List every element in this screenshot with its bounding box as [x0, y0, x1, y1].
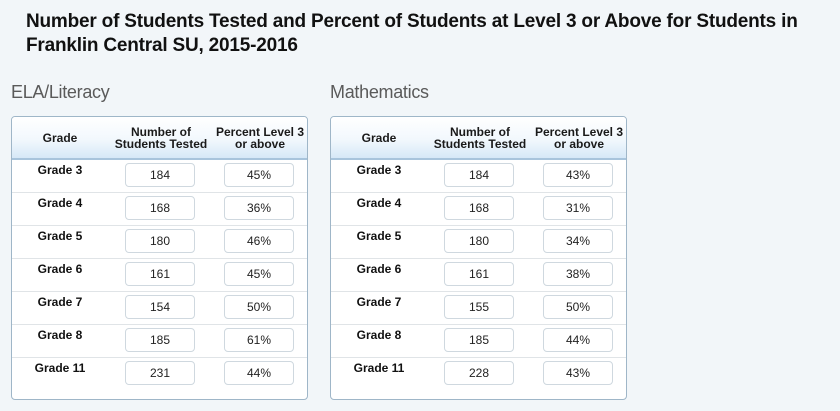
percent-level3-column-header: Percent Level 3 or above — [215, 124, 305, 151]
percent-level3-value: 50% — [543, 295, 613, 319]
grade-label: Grade 3 — [356, 163, 402, 177]
ela-table: Grade Number of Students Tested Percent L… — [11, 116, 308, 400]
students-tested-value: 180 — [444, 229, 514, 253]
percent-level3-value: 34% — [543, 229, 613, 253]
grade-label: Grade 7 — [356, 295, 402, 309]
grade-label: Grade 8 — [356, 328, 402, 342]
table-row: Grade 7 155 50% — [331, 292, 626, 325]
table-body: Grade 3 184 43% Grade 4 168 31% Grade 5 … — [331, 160, 626, 391]
students-tested-value: 168 — [125, 196, 195, 220]
table-row: Grade 4 168 36% — [12, 193, 307, 226]
students-tested-value: 180 — [125, 229, 195, 253]
grade-label: Grade 6 — [356, 262, 402, 276]
percent-level3-value: 44% — [224, 361, 294, 385]
grade-label: Grade 3 — [37, 163, 83, 177]
page-title: Number of Students Tested and Percent of… — [26, 11, 798, 56]
table-row: Grade 3 184 45% — [12, 160, 307, 193]
percent-level3-value: 61% — [224, 328, 294, 352]
grade-column-header: Grade — [42, 130, 78, 145]
table-row: Grade 8 185 44% — [331, 325, 626, 358]
percent-level3-value: 44% — [543, 328, 613, 352]
table-row: Grade 11 231 44% — [12, 358, 307, 391]
grade-label: Grade 11 — [353, 361, 405, 375]
students-tested-value: 231 — [125, 361, 195, 385]
grade-label: Grade 7 — [37, 295, 83, 309]
table-row: Grade 6 161 45% — [12, 259, 307, 292]
students-tested-value: 161 — [444, 262, 514, 286]
table-row: Grade 6 161 38% — [331, 259, 626, 292]
percent-level3-value: 45% — [224, 163, 294, 187]
table-row: Grade 5 180 34% — [331, 226, 626, 259]
table-body: Grade 3 184 45% Grade 4 168 36% Grade 5 … — [12, 160, 307, 391]
percent-level3-value: 46% — [224, 229, 294, 253]
table-row: Grade 3 184 43% — [331, 160, 626, 193]
table-header: Grade Number of Students Tested Percent L… — [331, 117, 626, 160]
grade-label: Grade 4 — [356, 196, 402, 210]
grade-column-header: Grade — [361, 130, 397, 145]
grade-label: Grade 8 — [37, 328, 83, 342]
students-tested-value: 184 — [444, 163, 514, 187]
table-header: Grade Number of Students Tested Percent L… — [12, 117, 307, 160]
math-section-label: Mathematics — [330, 82, 429, 102]
grade-label: Grade 6 — [37, 262, 83, 276]
students-tested-value: 155 — [444, 295, 514, 319]
percent-level3-value: 43% — [543, 163, 613, 187]
students-tested-value: 185 — [125, 328, 195, 352]
grade-label: Grade 5 — [356, 229, 402, 243]
ela-section-label: ELA/Literacy — [11, 82, 110, 102]
percent-level3-column-header: Percent Level 3 or above — [534, 124, 624, 151]
table-row: Grade 8 185 61% — [12, 325, 307, 358]
table-row: Grade 4 168 31% — [331, 193, 626, 226]
students-tested-value: 184 — [125, 163, 195, 187]
math-table: Grade Number of Students Tested Percent L… — [330, 116, 627, 400]
percent-level3-value: 38% — [543, 262, 613, 286]
students-tested-value: 228 — [444, 361, 514, 385]
students-tested-value: 185 — [444, 328, 514, 352]
grade-label: Grade 5 — [37, 229, 83, 243]
percent-level3-value: 43% — [543, 361, 613, 385]
percent-level3-value: 36% — [224, 196, 294, 220]
percent-level3-value: 31% — [543, 196, 613, 220]
grade-label: Grade 11 — [34, 361, 86, 375]
table-row: Grade 5 180 46% — [12, 226, 307, 259]
percent-level3-value: 45% — [224, 262, 294, 286]
grade-label: Grade 4 — [37, 196, 83, 210]
table-row: Grade 11 228 43% — [331, 358, 626, 391]
students-tested-value: 168 — [444, 196, 514, 220]
students-tested-value: 154 — [125, 295, 195, 319]
percent-level3-value: 50% — [224, 295, 294, 319]
students-tested-value: 161 — [125, 262, 195, 286]
students-tested-column-header: Number of Students Tested — [114, 124, 208, 151]
table-row: Grade 7 154 50% — [12, 292, 307, 325]
students-tested-column-header: Number of Students Tested — [433, 124, 527, 151]
